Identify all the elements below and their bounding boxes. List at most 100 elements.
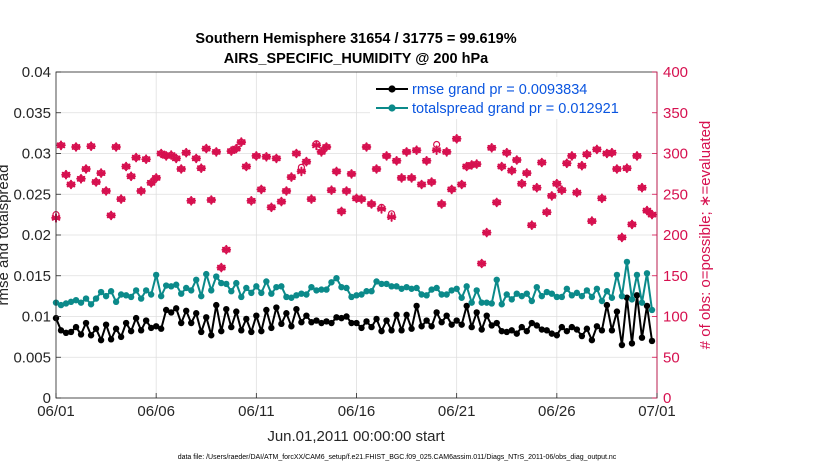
data-point	[503, 291, 510, 298]
x-axis-label: Jun.01,2011 00:00:00 start	[267, 428, 445, 445]
obs-evaluated-marker	[76, 174, 86, 184]
obs-evaluated-marker	[486, 143, 497, 153]
obs-evaluated-marker	[336, 206, 347, 217]
data-point	[72, 323, 80, 331]
obs-evaluated-marker	[156, 148, 166, 159]
data-point	[558, 323, 566, 331]
data-point	[533, 283, 540, 291]
y-tick-label: 0.04	[22, 64, 51, 81]
obs-evaluated-marker	[321, 142, 332, 152]
obs-evaluated-marker	[356, 194, 367, 204]
data-point	[167, 283, 175, 290]
obs-evaluated-marker	[71, 142, 81, 152]
data-point	[448, 321, 455, 328]
obs-evaluated-marker	[391, 156, 402, 166]
data-point	[563, 327, 571, 335]
data-point	[443, 291, 450, 298]
data-point	[498, 327, 505, 335]
data-point	[548, 330, 556, 337]
obs-evaluated-marker	[166, 150, 176, 160]
data-point	[478, 299, 485, 306]
data-point	[618, 292, 626, 300]
data-point	[293, 292, 300, 299]
data-point	[638, 299, 646, 306]
data-point	[553, 332, 561, 339]
obs-evaluated-marker	[381, 151, 392, 161]
obs-evaluated-marker	[266, 202, 277, 213]
data-point	[628, 296, 636, 303]
obs-evaluated-marker	[501, 147, 512, 158]
data-point	[418, 323, 425, 330]
data-point	[473, 309, 480, 316]
data-point	[483, 312, 490, 319]
data-point	[147, 324, 155, 332]
data-point	[458, 321, 465, 328]
obs-evaluated-marker	[622, 163, 632, 173]
data-point	[112, 325, 120, 332]
data-point	[573, 289, 581, 297]
obs-evaluated-marker	[271, 153, 282, 164]
obs-evaluated-marker	[96, 168, 106, 178]
data-point	[97, 288, 105, 296]
obs-evaluated-marker	[567, 151, 577, 161]
data-point	[263, 306, 270, 314]
data-point	[183, 307, 190, 314]
obs-evaluated-marker	[637, 182, 647, 193]
obs-evaluated-marker	[647, 209, 657, 220]
obs-evaluated-marker	[276, 196, 287, 207]
obs-evaluated-marker	[211, 147, 222, 157]
obs-evaluated-marker	[221, 244, 232, 255]
obs-evaluated-marker	[326, 185, 337, 195]
data-point	[498, 301, 505, 308]
data-point	[298, 319, 305, 326]
data-point	[273, 283, 280, 291]
data-point	[438, 291, 445, 298]
data-point	[648, 306, 656, 314]
obs-evaluated-marker	[527, 220, 537, 230]
data-point	[493, 319, 500, 327]
obs-evaluated-marker	[136, 186, 146, 196]
obs-evaluated-marker	[542, 207, 552, 217]
data-point	[358, 324, 365, 332]
data-point	[433, 309, 440, 316]
data-point	[548, 290, 556, 297]
data-point	[643, 270, 651, 277]
data-point	[523, 327, 530, 335]
data-point	[303, 291, 310, 298]
y-tick-label: 0.035	[13, 105, 51, 122]
data-point	[573, 326, 581, 333]
data-point	[57, 327, 65, 334]
chart-subtitle: AIRS_SPECIFIC_HUMIDITY @ 200 hPa	[224, 51, 489, 67]
data-point	[613, 308, 621, 315]
data-point	[553, 293, 561, 301]
obs-evaluated-marker	[351, 193, 362, 204]
y-right-tick-label: 50	[663, 349, 680, 366]
data-point	[102, 321, 110, 328]
data-point	[152, 271, 160, 279]
data-point	[533, 322, 540, 329]
obs-evaluated-marker	[597, 193, 607, 204]
data-point	[473, 287, 480, 294]
obs-evaluated-marker	[376, 204, 387, 214]
data-point	[193, 310, 200, 317]
data-point	[393, 311, 400, 319]
data-point	[288, 323, 295, 330]
obs-evaluated-marker	[291, 148, 302, 159]
data-point	[373, 315, 380, 323]
obs-evaluated-marker	[632, 151, 642, 161]
data-point	[543, 288, 551, 296]
data-point	[228, 288, 235, 295]
data-point	[528, 319, 535, 327]
obs-evaluated-marker	[256, 184, 267, 195]
obs-evaluated-marker	[471, 159, 482, 169]
y-right-tick-label: 400	[663, 64, 688, 81]
data-point	[453, 317, 460, 324]
obs-evaluated-marker	[491, 197, 502, 208]
data-point	[368, 288, 375, 295]
data-point	[117, 291, 125, 298]
data-point	[493, 276, 500, 284]
data-point	[102, 292, 110, 300]
obs-evaluated-marker	[86, 141, 96, 151]
obs-evaluated-marker	[421, 156, 432, 166]
